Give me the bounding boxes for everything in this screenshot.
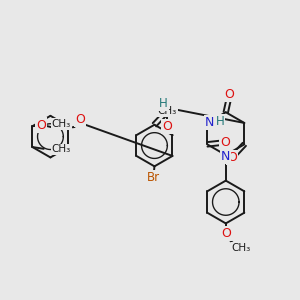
Text: Br: Br	[146, 171, 160, 184]
Text: CH₃: CH₃	[51, 144, 71, 154]
Text: N: N	[221, 150, 230, 163]
Text: O: O	[162, 120, 172, 133]
Text: O: O	[36, 118, 46, 131]
Text: O: O	[221, 227, 231, 240]
Text: O: O	[220, 136, 230, 149]
Text: O: O	[221, 227, 231, 240]
Text: N: N	[205, 116, 214, 129]
Text: O: O	[75, 113, 85, 126]
Text: N: N	[205, 116, 214, 129]
Text: O: O	[75, 113, 85, 126]
Text: O: O	[75, 113, 85, 126]
Text: H: H	[216, 115, 224, 128]
Text: O: O	[36, 118, 46, 131]
Text: N: N	[221, 150, 230, 163]
Text: Br: Br	[146, 171, 160, 184]
Text: O: O	[220, 136, 230, 149]
Text: O: O	[224, 88, 234, 101]
Text: O: O	[224, 88, 234, 101]
Text: O: O	[162, 120, 172, 133]
Text: H: H	[159, 97, 168, 110]
Text: CH₃: CH₃	[158, 106, 177, 116]
Text: H: H	[159, 97, 168, 110]
Text: H: H	[211, 115, 220, 128]
Text: O: O	[227, 151, 237, 164]
Text: O: O	[36, 118, 46, 131]
Text: CH₃: CH₃	[232, 243, 251, 253]
Text: CH₃: CH₃	[51, 119, 71, 129]
Text: O: O	[227, 151, 237, 164]
Text: N: N	[221, 150, 230, 163]
